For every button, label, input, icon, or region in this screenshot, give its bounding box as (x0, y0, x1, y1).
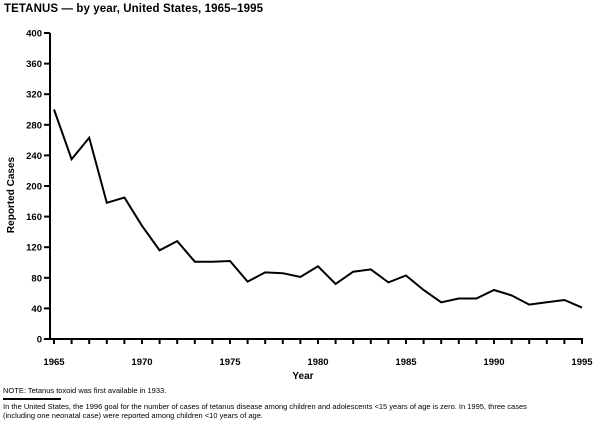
x-axis-tick-label: 1965 (43, 357, 65, 368)
y-axis-tick-label: 120 (26, 243, 42, 254)
x-axis-tick-label: 1980 (307, 357, 328, 368)
y-axis-tick-label: 280 (26, 120, 42, 131)
note-text: NOTE: Tetanus toxoid was first available… (3, 386, 167, 395)
footnote-text: In the United States, the 1996 goal for … (3, 402, 603, 420)
x-axis-tick-label: 1995 (571, 357, 593, 368)
footnote-line-2: (including one neonatal case) were repor… (3, 411, 263, 420)
y-axis-tick-label: 40 (31, 304, 42, 315)
chart-title: TETANUS — by year, United States, 1965–1… (4, 3, 264, 15)
y-axis-title: Reported Cases (6, 156, 17, 233)
y-axis-tick-label: 320 (26, 90, 42, 101)
x-axis-tick-label: 1970 (131, 357, 152, 368)
y-axis-tick-label: 240 (26, 151, 42, 162)
reported-cases-data-line (53, 109, 583, 309)
y-axis-tick-label: 160 (26, 212, 42, 223)
x-axis-title: Year (292, 371, 313, 382)
y-axis-tick-label: 360 (26, 59, 42, 70)
y-axis-tick-label: 80 (31, 273, 42, 284)
tetanus-line-chart: 0 40 80 120 160 200 240 280 320 360 400 1965 1970 197… (6, 29, 593, 383)
footnote-line-1: In the United States, the 1996 goal for … (3, 402, 527, 411)
y-axis-tick-label: 0 (37, 335, 42, 346)
footnote-divider-rule (3, 398, 61, 400)
y-axis-tick-label: 200 (26, 182, 42, 193)
y-axis-tick-label: 400 (26, 29, 42, 40)
x-axis-tick-label: 1985 (395, 357, 417, 368)
x-axis-tick-label: 1990 (483, 357, 504, 368)
x-axis-tick-label: 1975 (219, 357, 241, 368)
